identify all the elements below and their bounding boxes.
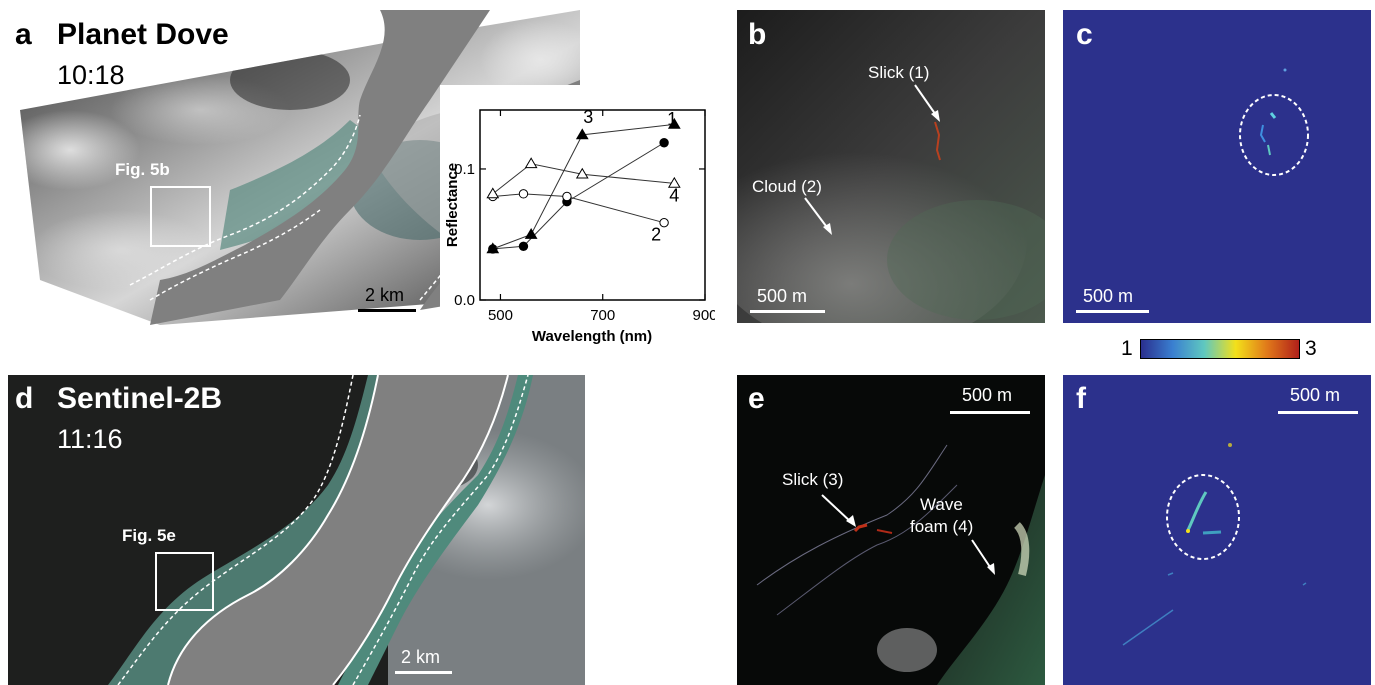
label-slick-3: Slick (3) xyxy=(782,470,844,489)
series-1-line xyxy=(492,142,665,250)
acquisition-time-d: 11:16 xyxy=(57,424,123,454)
y-tick-label: 0.0 xyxy=(454,292,475,309)
panel-title-sentinel-2b: Sentinel-2B xyxy=(57,382,223,415)
scale-label-e: 500 m xyxy=(962,385,1013,405)
arrow-wave-foam-4 xyxy=(971,539,993,571)
series-3-point xyxy=(575,128,589,140)
chart-frame xyxy=(479,109,706,301)
series-4-line xyxy=(492,163,675,195)
satellite-image-b xyxy=(737,10,1045,323)
series-4-point xyxy=(667,176,681,188)
figure-reference-label-5b: Fig. 5b xyxy=(115,160,170,179)
x-tick-label: 700 xyxy=(590,307,615,324)
scale-label-f: 500 m xyxy=(1290,385,1341,405)
scale-label-d: 2 km xyxy=(401,647,441,667)
satellite-image-e xyxy=(737,375,1045,685)
series-4-point xyxy=(486,187,500,199)
panel-label-a: a xyxy=(15,18,32,51)
acquisition-time-a: 10:18 xyxy=(57,60,125,90)
series-1-label: 1 xyxy=(667,109,677,129)
reflectance-chart: 500 700 900 0.0 0.1 1 2 3 4 Wavelength (nm) Ref… xyxy=(440,85,718,350)
label-wave: Wave xyxy=(920,495,963,514)
colorbar-max-label: 3 xyxy=(1305,337,1317,360)
panel-label-b: b xyxy=(748,18,767,51)
series-2-point xyxy=(562,191,572,202)
panel-c-scene xyxy=(1239,68,1309,176)
figure-reference-label-5e: Fig. 5e xyxy=(122,526,176,545)
series-1-point xyxy=(659,138,669,148)
index-map-c xyxy=(1063,10,1371,323)
figure-reference-box-5e xyxy=(155,552,214,611)
scale-bar-a xyxy=(358,309,416,312)
x-tick-label: 500 xyxy=(488,307,513,324)
colorbar xyxy=(1140,339,1300,359)
satellite-image-sentinel-2b xyxy=(8,375,585,685)
series-4-label: 4 xyxy=(669,185,679,205)
panel-label-f: f xyxy=(1076,382,1086,415)
series-3-label: 3 xyxy=(583,107,593,127)
scale-label-a: 2 km xyxy=(365,285,405,305)
y-tick-label: 0.1 xyxy=(454,161,475,178)
series-3-point xyxy=(486,242,500,254)
series-3-point xyxy=(524,227,538,239)
panel-label-c: c xyxy=(1076,18,1093,51)
series-2-line xyxy=(492,193,665,224)
series-3-line xyxy=(492,123,675,250)
arrow-cloud-2 xyxy=(804,197,830,231)
scale-bar-b xyxy=(750,310,825,313)
highlight-circle-f xyxy=(1166,474,1240,560)
arrow-slick-3 xyxy=(821,494,853,524)
series-2-label: 2 xyxy=(651,225,661,245)
highlight-circle-c xyxy=(1239,94,1309,176)
series-4-point xyxy=(575,167,589,179)
label-foam-4: foam (4) xyxy=(910,517,974,536)
chart-xlabel: Wavelength (nm) xyxy=(532,328,652,345)
label-slick-1: Slick (1) xyxy=(868,63,930,82)
series-3-point xyxy=(667,117,681,129)
figure-reference-box-5b xyxy=(150,186,211,247)
panel-label-d: d xyxy=(15,382,34,415)
panel-e-scene xyxy=(737,375,1045,685)
colorbar-min-label: 1 xyxy=(1121,337,1133,360)
scale-bar-c xyxy=(1076,310,1149,313)
series-1-point xyxy=(518,241,529,251)
index-map-f xyxy=(1063,375,1371,685)
scale-bar-d xyxy=(395,671,452,674)
scale-label-c: 500 m xyxy=(1083,286,1134,306)
reflectance-chart-svg: 500 700 900 0.0 0.1 1 2 3 4 Wavelength (nm) Ref… xyxy=(444,107,718,345)
panel-title-planet-dove: Planet Dove xyxy=(57,18,229,51)
panel-f-scene xyxy=(1122,443,1307,646)
panel-b-scene xyxy=(737,10,1045,323)
panel-label-e: e xyxy=(748,382,765,415)
chart-ylabel: Reflectance xyxy=(444,163,461,247)
sentinel-2b-scene xyxy=(8,375,585,685)
scale-label-b: 500 m xyxy=(757,286,808,306)
label-cloud-2: Cloud (2) xyxy=(752,177,822,196)
series-2-point xyxy=(518,189,529,199)
scale-bar-e xyxy=(950,411,1030,414)
scale-bar-f xyxy=(1278,411,1358,414)
series-4-point xyxy=(524,157,538,169)
series-2-point xyxy=(659,217,669,228)
x-tick-label: 900 xyxy=(692,307,715,324)
